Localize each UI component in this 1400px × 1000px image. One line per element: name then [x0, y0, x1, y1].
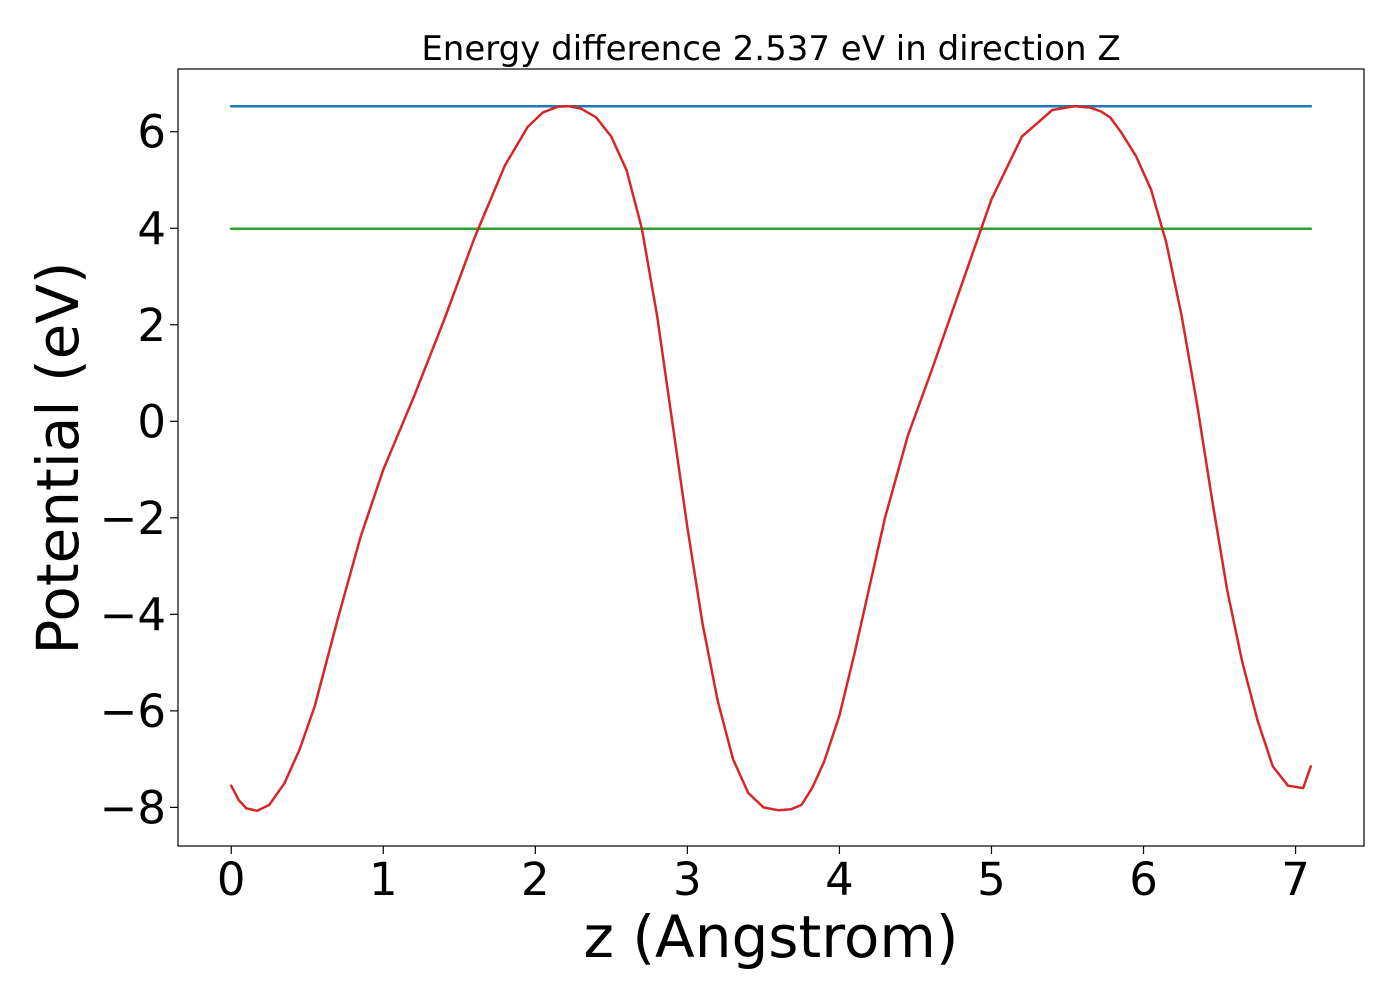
x-tick-label: 4 — [825, 853, 854, 906]
x-axis-label: z (Angstrom) — [584, 903, 959, 971]
y-axis-label: Potential (eV) — [24, 261, 92, 654]
y-tick-label: 4 — [137, 202, 166, 255]
y-axis: −8 −6 −4 −2 0 2 4 6 — [100, 106, 178, 834]
x-tick-label: 7 — [1281, 853, 1310, 906]
y-tick-label: 0 — [137, 395, 166, 448]
x-tick-label: 3 — [673, 853, 702, 906]
chart-title: Energy difference 2.537 eV in direction … — [421, 29, 1120, 69]
x-tick-label: 0 — [217, 853, 246, 906]
x-axis: 0 1 2 3 4 5 6 7 — [217, 846, 1310, 906]
plot-frame — [177, 68, 1365, 847]
y-tick-label: −4 — [100, 588, 166, 641]
plot-area — [177, 68, 1365, 847]
x-tick-label: 1 — [369, 853, 398, 906]
y-tick-label: −6 — [100, 685, 166, 738]
x-tick-label: 2 — [521, 853, 550, 906]
x-tick-label: 6 — [1129, 853, 1158, 906]
series-line-2 — [229, 104, 1313, 813]
y-tick-label: 2 — [137, 299, 166, 352]
y-tick-label: −8 — [100, 781, 166, 834]
y-tick-label: 6 — [137, 106, 166, 159]
x-tick-label: 5 — [977, 853, 1006, 906]
y-tick-label: −2 — [100, 492, 166, 545]
